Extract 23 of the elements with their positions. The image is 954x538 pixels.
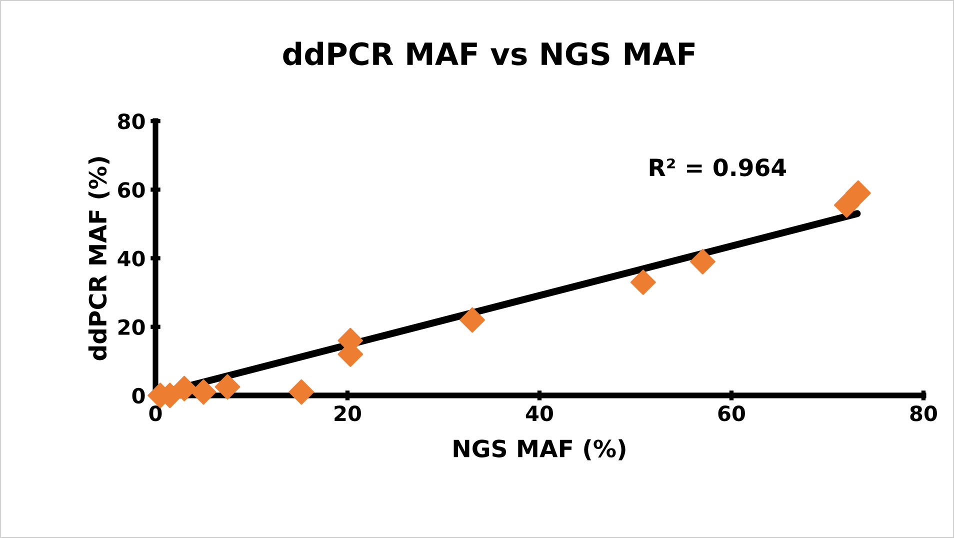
x-tick-label: 0 (149, 406, 162, 422)
y-tick-label: 80 (118, 114, 145, 130)
y-tick-label: 60 (118, 182, 145, 198)
point (460, 307, 486, 333)
y-tick-label: 0 (132, 388, 145, 404)
y-tick-label: 40 (118, 250, 145, 266)
point (834, 192, 860, 218)
point (690, 248, 716, 274)
x-axis-title: NGS MAF (%) (454, 439, 626, 460)
point (172, 376, 198, 402)
chart-title: ddPCR MAF vs NGS MAF (283, 42, 694, 66)
point (845, 180, 871, 206)
x-tick-label: 60 (718, 406, 745, 422)
x-tick-label: 40 (526, 406, 553, 422)
point (190, 379, 216, 405)
annotation: R² = 0.964 (650, 158, 786, 176)
y-tick-label: 20 (118, 319, 145, 336)
y-axis-title: ddPCR MAF (%) (88, 157, 110, 360)
point (288, 379, 314, 405)
point (630, 270, 656, 295)
x-tick-label: 20 (334, 406, 361, 422)
x-tick-label: 80 (910, 406, 937, 422)
point (214, 374, 240, 400)
